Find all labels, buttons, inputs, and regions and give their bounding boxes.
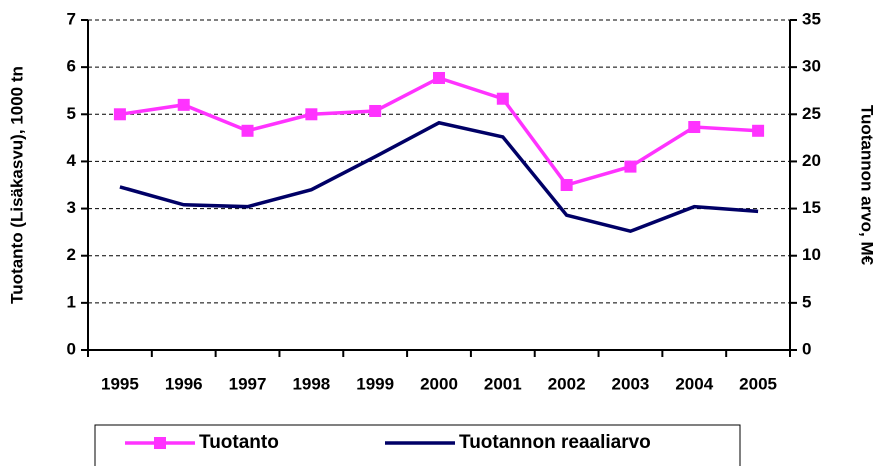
x-tick-label: 1995 xyxy=(101,374,139,393)
series-line xyxy=(119,76,759,188)
x-tick-label: 1998 xyxy=(292,374,330,393)
series-marker xyxy=(433,71,445,84)
y2-axis-label: Tuotannon arvo, M€ xyxy=(858,105,877,266)
y2-tick-label: 30 xyxy=(802,57,821,76)
y2-tick-label: 25 xyxy=(802,104,821,123)
series-marker xyxy=(369,104,382,117)
y-tick-label: 7 xyxy=(67,9,76,28)
x-tick-label: 2003 xyxy=(612,374,650,393)
y-tick-label: 0 xyxy=(67,339,76,358)
x-tick-label: 1999 xyxy=(356,374,394,393)
legend-label: Tuotanto xyxy=(199,432,279,453)
series-marker xyxy=(177,98,190,111)
legend-marker xyxy=(154,437,166,449)
x-tick-label: 2000 xyxy=(420,374,458,393)
y2-tick-label: 35 xyxy=(802,9,821,28)
series-line xyxy=(119,120,759,234)
x-tick-label: 2001 xyxy=(484,374,522,393)
series-marker xyxy=(305,108,318,121)
series-marker xyxy=(624,160,637,173)
series-marker xyxy=(113,108,126,121)
series-marker xyxy=(560,179,573,191)
y2-tick-label: 0 xyxy=(802,339,811,358)
y2-tick-label: 5 xyxy=(802,292,811,311)
legend-label: Tuotannon reaaliarvo xyxy=(459,432,651,453)
y-axis-label: Tuotanto (Lisäkasvu), 1000 tn xyxy=(7,66,26,304)
y-tick-label: 5 xyxy=(67,104,76,123)
series-marker xyxy=(241,124,254,137)
y2-tick-label: 10 xyxy=(802,245,821,264)
x-tick-label: 2005 xyxy=(739,374,777,393)
series-marker xyxy=(496,92,509,105)
y2-tick-label: 15 xyxy=(802,198,821,217)
y-tick-label: 6 xyxy=(67,57,76,76)
y2-tick-label: 20 xyxy=(802,151,821,170)
y-tick-label: 1 xyxy=(67,292,76,311)
x-tick-label: 2002 xyxy=(548,374,586,393)
x-tick-label: 1997 xyxy=(229,374,267,393)
legend-box xyxy=(94,424,741,466)
y-tick-label: 3 xyxy=(67,198,76,217)
y-tick-label: 4 xyxy=(67,151,77,170)
y-tick-label: 2 xyxy=(67,245,76,264)
series-marker xyxy=(752,124,765,137)
x-tick-label: 1996 xyxy=(165,374,203,393)
series-marker xyxy=(688,121,701,134)
x-tick-label: 2004 xyxy=(675,374,713,393)
